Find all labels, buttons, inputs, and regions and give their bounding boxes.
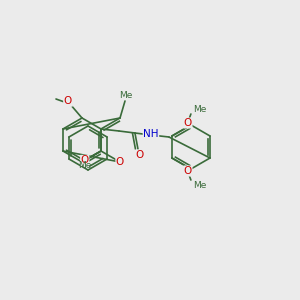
Text: Me: Me — [78, 160, 92, 169]
Text: NH: NH — [143, 129, 159, 139]
Text: O: O — [136, 150, 144, 160]
Text: O: O — [184, 166, 192, 176]
Text: O: O — [64, 96, 72, 106]
Text: Me: Me — [193, 104, 206, 113]
Text: O: O — [64, 96, 72, 106]
Text: O: O — [116, 157, 124, 167]
Text: Me: Me — [119, 92, 133, 100]
Text: O: O — [81, 155, 89, 165]
Text: Me: Me — [193, 181, 206, 190]
Text: O: O — [184, 118, 192, 128]
